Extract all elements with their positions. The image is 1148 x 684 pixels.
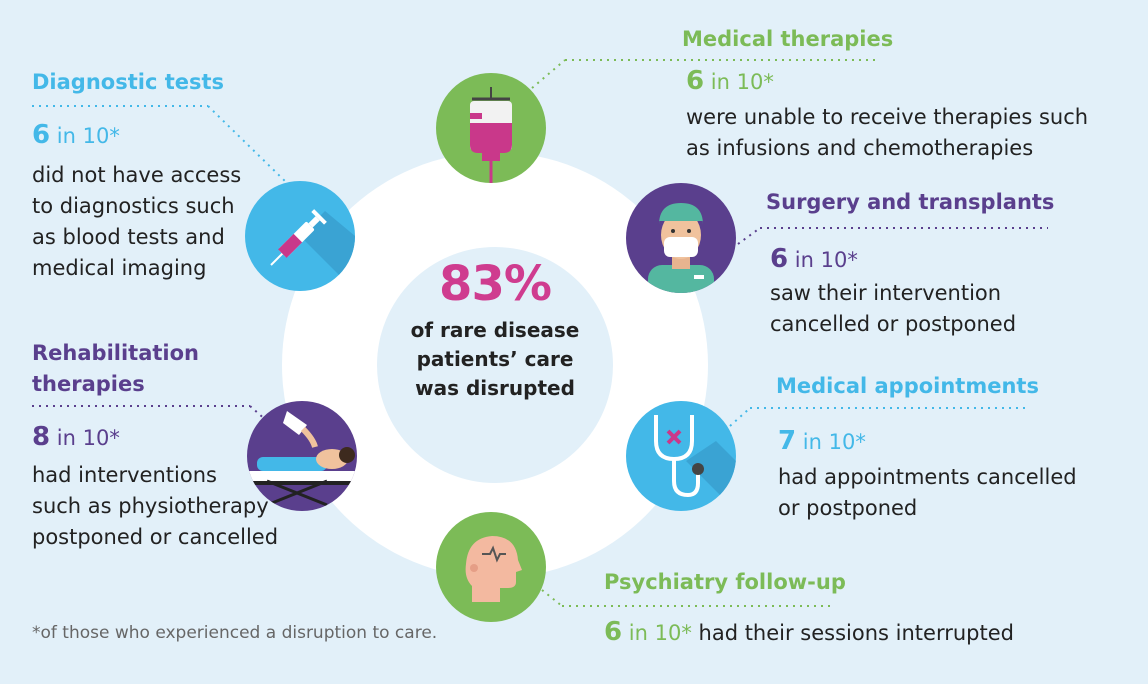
rehabilitation-title: Rehabilitation therapies [32, 338, 199, 400]
rehabilitation-line: postponed or cancelled [32, 525, 279, 549]
medical-therapies-line: as infusions and chemotherapies [686, 136, 1034, 160]
diagnostic-line: as blood tests and [32, 225, 225, 249]
center-line-3: was disrupted [415, 376, 575, 400]
medical-therapies-description: were unable to receive therapies such as… [686, 102, 1088, 164]
physiotherapy-icon [247, 401, 357, 511]
rehabilitation-description: had interventions such as physiotherapy … [32, 460, 278, 553]
rehabilitation-title-line: therapies [32, 372, 145, 396]
center-percentage: 83% [439, 256, 552, 312]
rehabilitation-stat: 8 in 10* [32, 422, 120, 452]
appointments-stat: 7 in 10* [778, 426, 866, 456]
rehabilitation-title-line: Rehabilitation [32, 341, 199, 365]
surgery-line: saw their intervention [770, 281, 1002, 305]
surgery-title: Surgery and transplants [766, 190, 1055, 214]
psychiatry-text: had their sessions interrupted [698, 621, 1014, 645]
surgery-description: saw their intervention cancelled or post… [770, 278, 1016, 340]
diagnostic-stat: 6 in 10* [32, 120, 120, 150]
center-line-2: patients’ care [416, 347, 574, 371]
medical-therapies-title: Medical therapies [682, 27, 894, 51]
diagnostic-suffix: in 10* [56, 124, 120, 148]
rehabilitation-line: such as physiotherapy [32, 494, 269, 518]
surgery-stat: 6 in 10* [770, 244, 858, 274]
medical-therapies-suffix: in 10* [710, 70, 774, 94]
appointments-suffix: in 10* [802, 430, 866, 454]
head-brain-icon [436, 512, 546, 622]
center-circle [377, 247, 613, 483]
iv-drip-icon [436, 73, 546, 183]
surgery-suffix: in 10* [794, 248, 858, 272]
rehabilitation-suffix: in 10* [56, 426, 120, 450]
psychiatry-number: 6 [604, 617, 623, 647]
medical-therapies-stat: 6 in 10* [686, 66, 774, 96]
diagnostic-number: 6 [32, 120, 51, 150]
appointments-description: had appointments cancelled or postponed [778, 462, 1077, 524]
diagnostic-description: did not have access to diagnostics such … [32, 160, 241, 284]
surgeon-icon [626, 183, 736, 293]
appointments-number: 7 [778, 426, 797, 456]
psychiatry-title: Psychiatry follow-up [604, 570, 846, 594]
diagnostic-line: did not have access [32, 163, 242, 187]
center-line-1: of rare disease [410, 318, 580, 342]
medical-therapies-line: were unable to receive therapies such [686, 105, 1089, 129]
center-caption: of rare disease patients’ care was disru… [377, 316, 613, 403]
rehabilitation-number: 8 [32, 422, 51, 452]
footnote: *of those who experienced a disruption t… [32, 623, 438, 643]
appointments-line: had appointments cancelled [778, 465, 1077, 489]
diagnostic-line: to diagnostics such [32, 194, 235, 218]
medical-therapies-number: 6 [686, 66, 705, 96]
syringe-icon [245, 181, 355, 291]
psychiatry-suffix: in 10* [628, 621, 692, 645]
psychiatry-stat: 6 in 10* had their sessions interrupted [604, 617, 1014, 647]
diagnostic-title: Diagnostic tests [32, 70, 225, 94]
appointments-line: or postponed [778, 496, 918, 520]
stethoscope-icon [626, 401, 736, 511]
rehabilitation-line: had interventions [32, 463, 217, 487]
appointments-title: Medical appointments [776, 374, 1039, 398]
surgery-number: 6 [770, 244, 789, 274]
surgery-line: cancelled or postponed [770, 312, 1017, 336]
diagnostic-line: medical imaging [32, 256, 207, 280]
